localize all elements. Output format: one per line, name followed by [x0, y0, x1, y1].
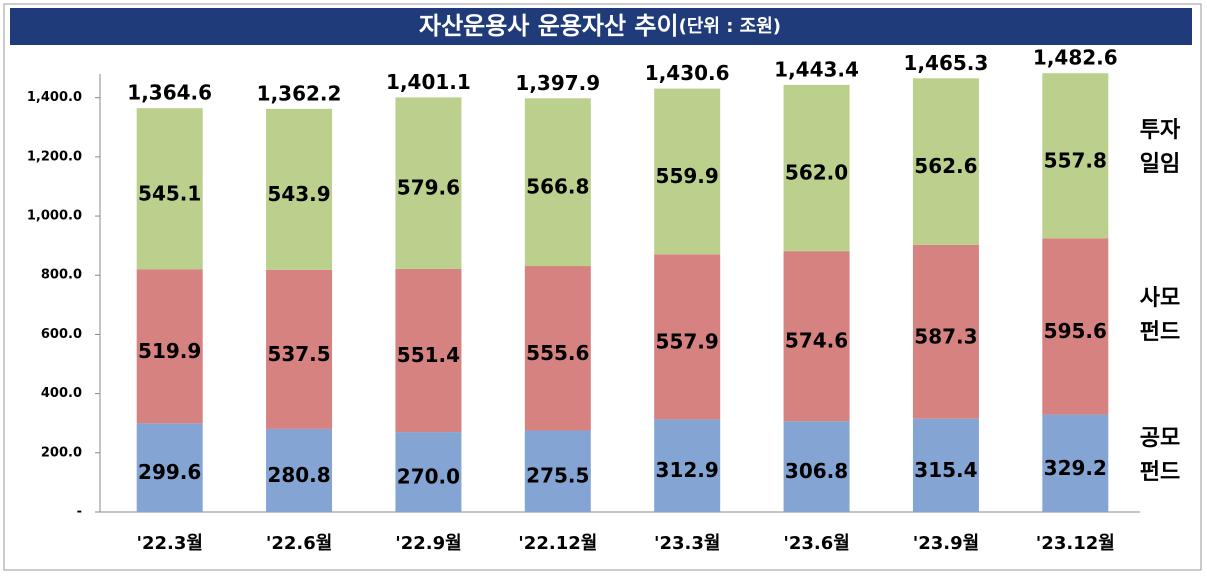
- value-label: 299.6: [138, 460, 201, 484]
- total-label: 1,465.3: [904, 51, 989, 75]
- bar-segment: [783, 84, 850, 252]
- value-label: 537.5: [267, 342, 330, 366]
- bar-segment: [654, 419, 721, 512]
- value-label: 280.8: [267, 463, 330, 487]
- y-tick-label: 200.0: [41, 445, 82, 460]
- value-label: 329.2: [1044, 456, 1107, 480]
- legend-label: 투자 일임: [1139, 118, 1181, 177]
- bar-segment: [395, 268, 462, 433]
- x-tick-label: '22.3월: [136, 533, 202, 554]
- total-label: 1,401.1: [386, 70, 471, 94]
- x-tick-label: '23.6월: [783, 533, 849, 554]
- chart-subtitle: (단위 : 조원): [679, 16, 781, 37]
- value-label: 559.9: [656, 164, 719, 188]
- bar-segment: [1042, 73, 1109, 239]
- x-tick-label: '23.9월: [913, 533, 979, 554]
- x-tick-label: '23.12월: [1036, 533, 1115, 554]
- bar-segment: [912, 78, 979, 245]
- value-label: 557.8: [1044, 148, 1107, 172]
- value-label: 555.6: [526, 341, 589, 365]
- bar-segment: [266, 428, 333, 512]
- bar-segment: [395, 432, 462, 512]
- y-tick-label: 800.0: [41, 268, 82, 283]
- value-label: 312.9: [656, 458, 719, 482]
- title-banner: [10, 8, 1192, 45]
- value-label: 270.0: [397, 465, 460, 489]
- y-tick-label: 1,000.0: [27, 209, 82, 224]
- bar-segment: [783, 251, 850, 422]
- value-label: 566.8: [526, 175, 589, 199]
- legend-item: 투자 일임: [1139, 118, 1181, 177]
- value-label: 275.5: [526, 464, 589, 488]
- title: 자산운용사 운용자산 추이(단위 : 조원): [419, 12, 781, 40]
- value-label: 545.1: [138, 181, 201, 205]
- bar-segment: [912, 418, 979, 512]
- x-tick-label: '22.12월: [518, 533, 597, 554]
- y-tick-label: 400.0: [41, 386, 82, 401]
- legend-item: 공모 펀드: [1139, 426, 1181, 485]
- legend-label: 사모 펀드: [1139, 286, 1181, 345]
- value-label: 519.9: [138, 339, 201, 363]
- value-label: 562.0: [785, 160, 848, 184]
- value-label: 579.6: [397, 176, 460, 200]
- bar-segment: [266, 108, 333, 270]
- value-label: 574.6: [785, 329, 848, 353]
- value-label: 543.9: [267, 182, 330, 206]
- bar-segment: [654, 88, 721, 255]
- bar-segment: [136, 269, 203, 424]
- value-label: 595.6: [1044, 319, 1107, 343]
- bar-segment: [524, 98, 591, 267]
- bar-segment: [1042, 238, 1109, 415]
- value-label: 562.6: [914, 154, 977, 178]
- y-tick-label: 600.0: [41, 327, 82, 342]
- x-tick-label: '22.6월: [266, 533, 332, 554]
- bar-segment: [136, 108, 203, 270]
- bar-segment: [136, 423, 203, 512]
- value-label: 306.8: [785, 459, 848, 483]
- total-label: 1,362.2: [257, 81, 342, 105]
- y-tick-label: 1,200.0: [27, 149, 82, 164]
- bar-segment: [1042, 414, 1109, 512]
- total-label: 1,364.6: [127, 81, 212, 105]
- frame: [3, 3, 1202, 571]
- total-label: 1,482.6: [1033, 46, 1118, 70]
- bar-segment: [524, 430, 591, 512]
- y-tick-label: -: [77, 505, 82, 520]
- value-label: 557.9: [656, 329, 719, 353]
- bar-segment: [912, 244, 979, 419]
- bar-segment: [524, 266, 591, 431]
- value-label: 551.4: [397, 343, 460, 367]
- x-tick-label: '23.3월: [654, 533, 720, 554]
- total-label: 1,443.4: [774, 57, 859, 81]
- value-label: 315.4: [914, 458, 977, 482]
- chart-title: 자산운용사 운용자산 추이: [419, 12, 679, 40]
- total-label: 1,430.6: [645, 61, 730, 85]
- total-label: 1,397.9: [515, 71, 600, 95]
- bar-segment: [783, 421, 850, 512]
- x-tick-label: '22.9월: [395, 533, 461, 554]
- y-tick-label: 1,400.0: [27, 90, 82, 105]
- bar-segment: [395, 97, 462, 269]
- bar-segment: [654, 254, 721, 420]
- value-label: 587.3: [914, 324, 977, 348]
- bar-segment: [266, 269, 333, 429]
- legend-label: 공모 펀드: [1139, 426, 1181, 485]
- legend-item: 사모 펀드: [1139, 286, 1181, 345]
